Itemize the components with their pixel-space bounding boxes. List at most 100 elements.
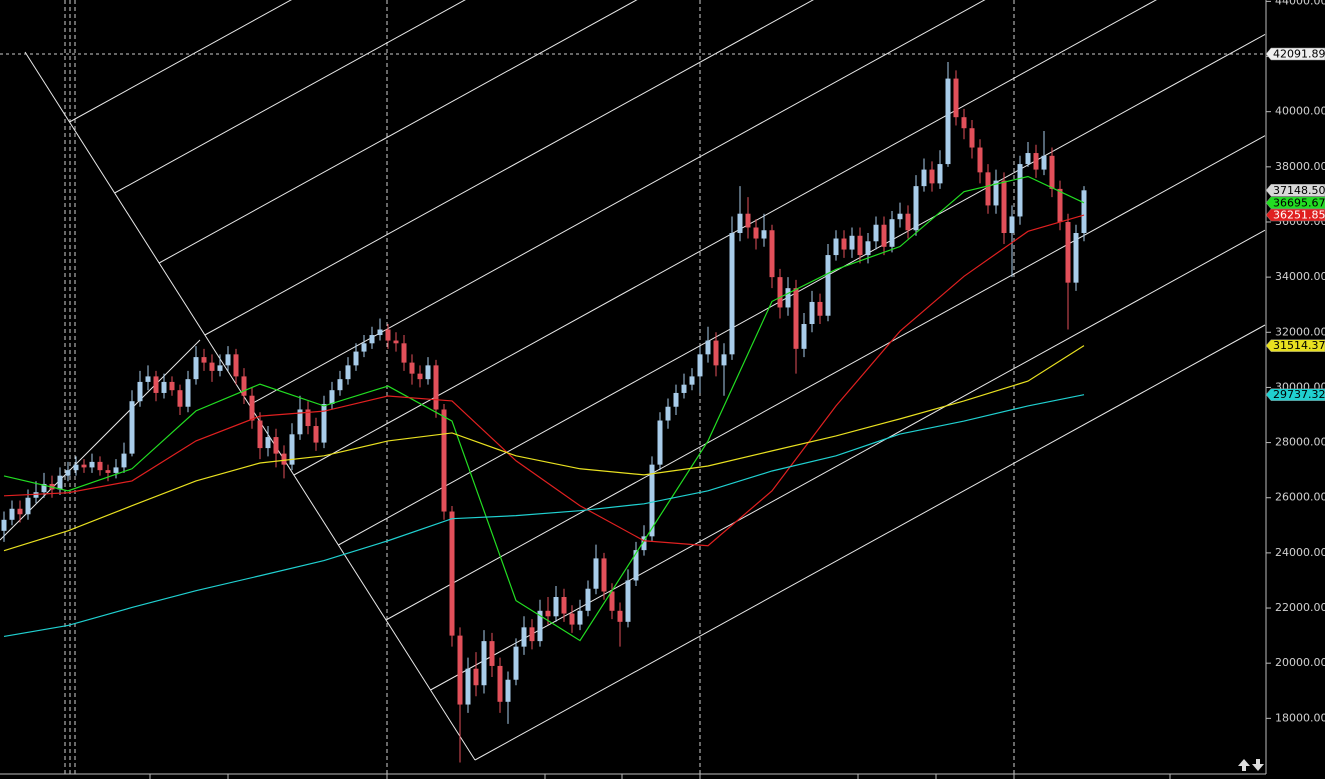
candle-body <box>481 641 487 686</box>
candle-body <box>649 464 655 537</box>
candle-body <box>633 550 639 581</box>
candle-body <box>225 354 231 366</box>
candle-body <box>233 354 239 377</box>
y-tick-label: 28000.00 <box>1275 436 1325 449</box>
y-tick-label: 38000.00 <box>1275 160 1325 173</box>
moving-average-label: 29737.32 <box>1273 388 1325 401</box>
candle-body <box>913 186 919 231</box>
candle-body <box>209 362 215 371</box>
trend-line <box>430 229 1266 691</box>
candle-body <box>433 365 439 410</box>
candle-body <box>121 453 127 468</box>
candle-body <box>985 172 991 206</box>
last-price-tag <box>1265 184 1325 197</box>
candle-body <box>793 288 799 349</box>
candle-body <box>681 384 687 393</box>
candle-body <box>545 610 551 617</box>
moving-average <box>3 394 1085 638</box>
moving-average <box>3 345 1085 552</box>
candle-body <box>273 437 279 454</box>
candle-body <box>657 420 663 465</box>
candle-body <box>321 403 327 443</box>
candle-body <box>305 409 311 427</box>
candle-body <box>849 235 855 250</box>
trend-line <box>385 135 1266 621</box>
candle-body <box>729 233 735 355</box>
trend-line <box>69 0 292 123</box>
candle-body <box>737 213 743 234</box>
trend-line <box>249 0 986 406</box>
candle-body <box>441 409 447 512</box>
candle-body <box>169 381 175 391</box>
candle-body <box>1049 155 1055 189</box>
candle-body <box>185 379 191 407</box>
scroll-down[interactable] <box>1252 759 1264 771</box>
candle-body <box>921 169 927 187</box>
candle-body <box>641 536 647 551</box>
candle-body <box>697 354 703 377</box>
moving-average-tag <box>1265 196 1325 210</box>
scroll-arrows[interactable] <box>1238 759 1264 771</box>
candle-body <box>417 373 423 380</box>
candle-body <box>1041 155 1047 170</box>
y-tick-label: 34000.00 <box>1275 270 1325 283</box>
candle-body <box>65 470 71 476</box>
y-tick-label: 22000.00 <box>1275 601 1325 614</box>
candle-body <box>425 365 431 380</box>
y-tick-label: 40000.00 <box>1275 105 1325 118</box>
trend-line <box>204 0 814 336</box>
candle-body <box>865 241 871 256</box>
candle-body <box>505 679 511 702</box>
candle-body <box>161 381 167 393</box>
candle-body <box>369 335 375 344</box>
candle-body <box>81 464 87 468</box>
candle-body <box>977 147 983 173</box>
trend-line <box>338 33 1266 546</box>
candle-body <box>993 180 999 206</box>
candle-body <box>785 288 791 308</box>
candle-body <box>833 238 839 256</box>
trend-line <box>114 0 466 194</box>
candle-body <box>841 238 847 250</box>
candle-body <box>1009 216 1015 234</box>
candle-body <box>1 519 7 531</box>
candle-body <box>809 301 815 325</box>
y-tick-label: 20000.00 <box>1275 656 1325 669</box>
candle-body <box>153 376 159 393</box>
candle-body <box>537 610 543 642</box>
y-tick-label: 24000.00 <box>1275 546 1325 559</box>
candle-body <box>73 464 79 471</box>
candle-body <box>249 395 255 421</box>
moving-average <box>3 214 1085 547</box>
candle-body <box>113 467 119 473</box>
candle-body <box>449 511 455 636</box>
candle-body <box>961 117 967 129</box>
candle-body <box>689 376 695 385</box>
candle-body <box>9 508 15 520</box>
last-price-label: 37148.50 <box>1273 184 1325 197</box>
candle-body <box>401 343 407 363</box>
candle-body <box>361 343 367 352</box>
moving-average-label: 36251.85 <box>1273 209 1325 222</box>
candle-body <box>1065 221 1071 283</box>
candle-body <box>705 340 711 355</box>
trend-line <box>293 0 1157 476</box>
candle-body <box>1057 188 1063 222</box>
candle-body <box>473 668 479 686</box>
trend-line <box>0 339 201 541</box>
candle-body <box>713 340 719 366</box>
candle-body <box>585 588 591 611</box>
scroll-up[interactable] <box>1238 759 1250 771</box>
candle-body <box>89 461 95 468</box>
candle-body <box>761 230 767 239</box>
candle-body <box>905 213 911 231</box>
candle-body <box>297 409 303 435</box>
candle-body <box>313 426 319 443</box>
candle-body <box>409 362 415 374</box>
candle-body <box>945 78 951 165</box>
crosshair-label: 42091.89 <box>1273 47 1325 60</box>
candle-body <box>593 558 599 589</box>
candle-body <box>521 627 527 647</box>
